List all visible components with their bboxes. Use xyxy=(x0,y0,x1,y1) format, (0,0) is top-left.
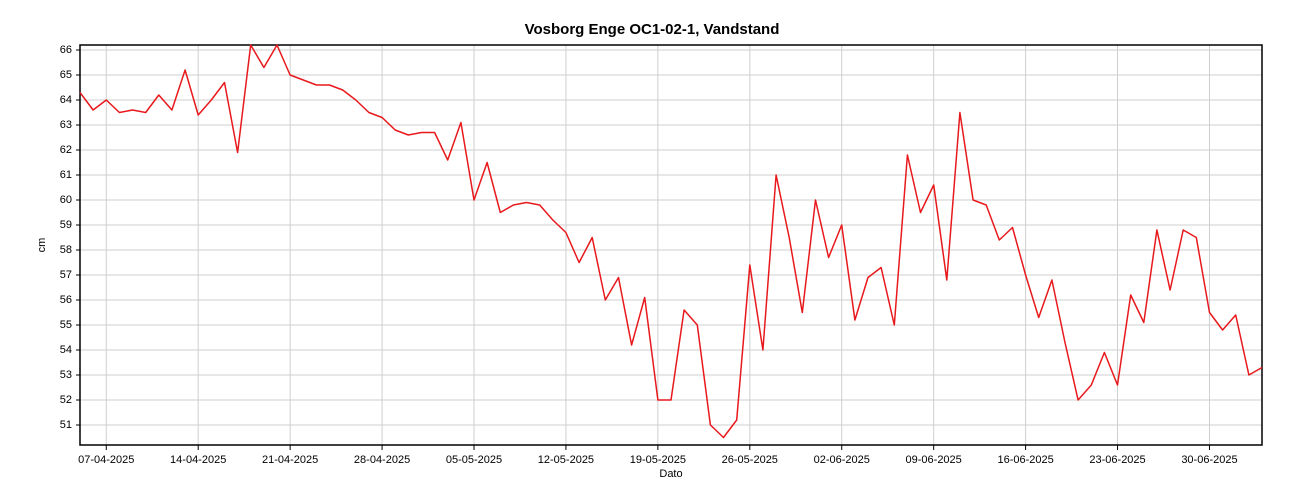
y-tick-label: 55 xyxy=(60,319,72,331)
y-tick-label: 52 xyxy=(60,394,72,406)
x-tick-label: 02-06-2025 xyxy=(814,454,870,466)
x-tick-label: 12-05-2025 xyxy=(538,454,594,466)
x-tick-label: 26-05-2025 xyxy=(722,454,778,466)
y-axis-label: cm xyxy=(36,238,48,253)
y-tick-label: 65 xyxy=(60,69,72,81)
y-tick-label: 59 xyxy=(60,219,72,231)
y-tick-label: 66 xyxy=(60,44,72,56)
chart-title: Vosborg Enge OC1-02-1, Vandstand xyxy=(525,21,780,38)
y-tick-label: 56 xyxy=(60,294,72,306)
x-axis-label: Dato xyxy=(659,468,682,480)
y-tick-label: 60 xyxy=(60,194,72,206)
y-tick-label: 63 xyxy=(60,119,72,131)
y-tick-label: 54 xyxy=(60,344,72,356)
x-tick-label: 09-06-2025 xyxy=(906,454,962,466)
x-tick-label: 07-04-2025 xyxy=(78,454,134,466)
x-tick-label: 30-06-2025 xyxy=(1181,454,1237,466)
y-tick-label: 61 xyxy=(60,169,72,181)
x-tick-label: 16-06-2025 xyxy=(997,454,1053,466)
y-tick-label: 51 xyxy=(60,419,72,431)
data-line xyxy=(79,44,1263,439)
y-tick-label: 62 xyxy=(60,144,72,156)
x-tick-label: 14-04-2025 xyxy=(170,454,226,466)
y-tick-label: 57 xyxy=(60,269,72,281)
x-tick-label: 28-04-2025 xyxy=(354,454,410,466)
plot-frame xyxy=(79,44,1263,446)
y-tick-label: 58 xyxy=(60,244,72,256)
x-tick-label: 21-04-2025 xyxy=(262,454,318,466)
x-tick-label: 23-06-2025 xyxy=(1089,454,1145,466)
x-tick-label: 19-05-2025 xyxy=(630,454,686,466)
y-tick-label: 64 xyxy=(60,94,72,106)
x-tick-label: 05-05-2025 xyxy=(446,454,502,466)
y-tick-label: 53 xyxy=(60,369,72,381)
